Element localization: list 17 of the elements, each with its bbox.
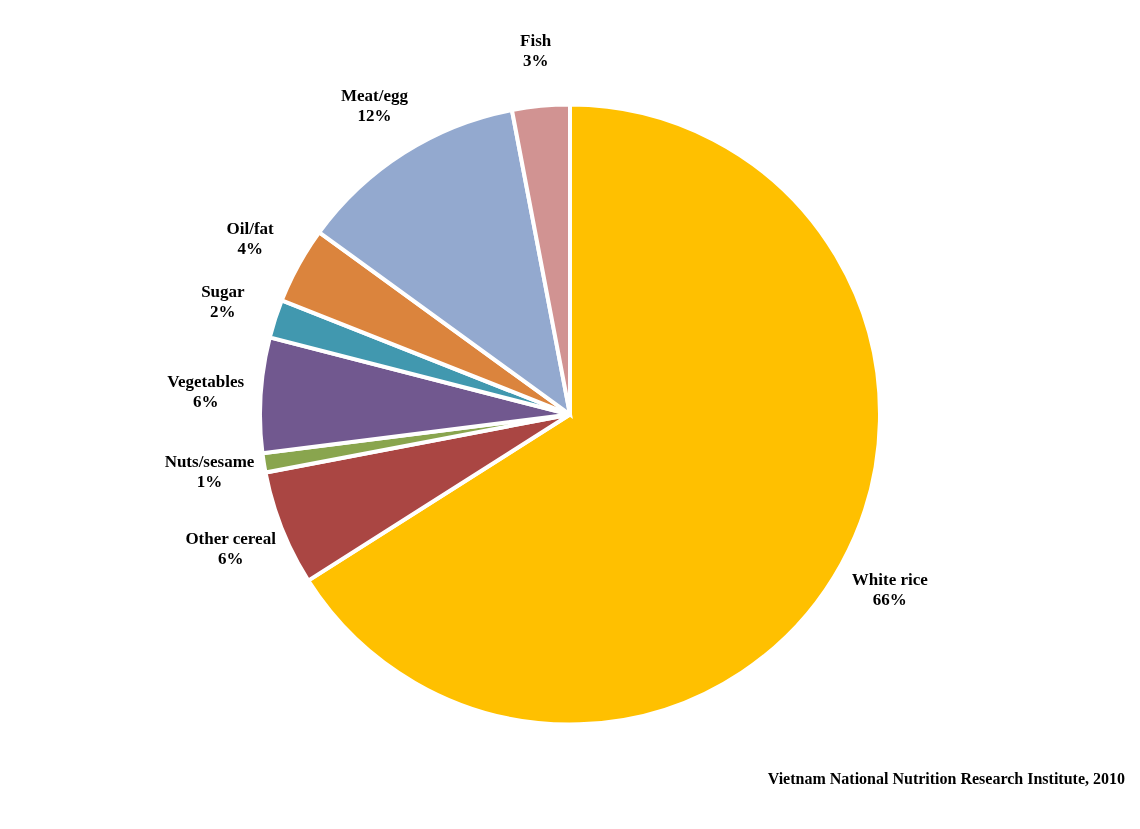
slice-label: Vegetables [167,371,245,391]
data-label: 2% [210,301,236,321]
data-label: 12% [357,106,392,126]
slice-label: Nuts/sesame [164,451,255,471]
slice-label: Meat/egg [340,86,409,106]
data-label: 4% [237,238,263,258]
data-label: 3% [522,51,549,71]
data-label: 1% [196,471,223,491]
text: Vietnam National Nutrition Research Institute, 2010 [767,770,1125,787]
slice-label: Sugar [201,281,246,301]
slice-label: Fish [520,31,552,51]
data-label: 6% [217,548,244,568]
slice-label: Other cereal [185,528,277,548]
data-label: 6% [192,391,219,411]
slice-label: Oil/fat [226,218,275,238]
data-label: 66% [872,590,907,610]
slice-label: White rice [851,570,929,590]
